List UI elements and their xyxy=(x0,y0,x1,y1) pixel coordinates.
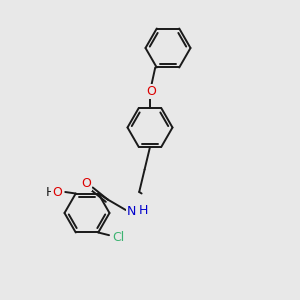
Text: O: O xyxy=(81,177,91,190)
Text: H: H xyxy=(139,204,148,218)
Text: O: O xyxy=(52,185,62,199)
Text: H: H xyxy=(46,185,55,199)
Text: N: N xyxy=(127,205,136,218)
Text: Cl: Cl xyxy=(112,231,124,244)
Text: O: O xyxy=(146,85,156,98)
